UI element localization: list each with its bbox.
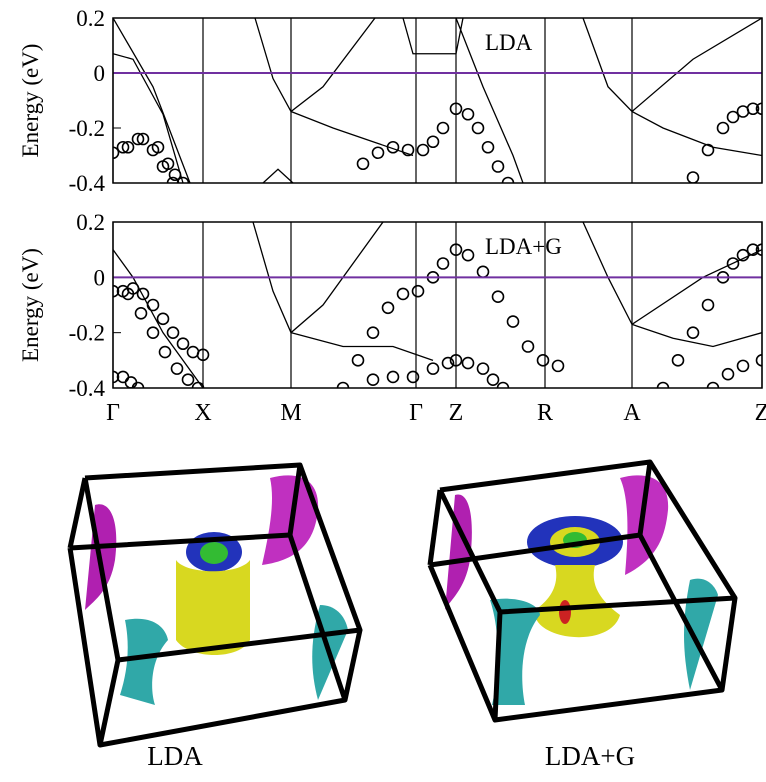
fat-band-point [488, 374, 499, 385]
band-line [403, 18, 463, 54]
fat-band-point [368, 327, 379, 338]
x-tick-label: Z [449, 400, 464, 426]
fat-band-point [438, 258, 449, 269]
plot [108, 18, 766, 189]
fat-band-point [398, 288, 409, 299]
fat-band-point [418, 145, 429, 156]
band-line [255, 18, 375, 112]
fat-band-point [538, 355, 549, 366]
fat-band-point [718, 123, 729, 134]
y-axis-label: Energy (eV) [18, 248, 43, 362]
x-tick-label: Γ [106, 400, 120, 426]
fat-band-point [408, 371, 419, 382]
plot-frame [113, 222, 762, 388]
fat-band-point [523, 341, 534, 352]
band-line [583, 222, 762, 347]
fat-band-point [148, 300, 159, 311]
fat-band-point [368, 374, 379, 385]
fat-band-point [178, 338, 189, 349]
fat-band-point [473, 123, 484, 134]
fat-band-point [493, 291, 504, 302]
fat-band-point [383, 302, 394, 313]
fat-band-point [703, 300, 714, 311]
fat-band-point [160, 347, 171, 358]
fat-band-point [553, 360, 564, 371]
fat-band-point [463, 250, 474, 261]
fat-band-point [358, 158, 369, 169]
y-tick-label: 0 [94, 61, 106, 86]
band-line [632, 18, 762, 112]
y-tick-label: -0.4 [69, 376, 106, 401]
fermi-surface-label: LDA [147, 741, 203, 771]
fat-band-point [388, 371, 399, 382]
y-tick-label: -0.2 [69, 116, 105, 141]
y-tick-label: 0.2 [76, 6, 105, 31]
fat-band-point [438, 123, 449, 134]
x-tick-label: X [194, 400, 211, 426]
fat-band-point [483, 142, 494, 153]
figure: LDA LDA+G 0.2 0 -0.2 -0.4 LDA Energy (eV) Γ X M Γ… [0, 0, 766, 777]
band-line [291, 112, 413, 156]
fat-band-point [673, 355, 684, 366]
fermi-surface-ldag [430, 462, 735, 720]
plot [108, 222, 766, 394]
fat-band-point [728, 112, 739, 123]
panel-label: LDA [485, 30, 533, 55]
fat-band-point [703, 145, 714, 156]
fat-band-point [138, 288, 149, 299]
y-tick-label: 0 [94, 265, 106, 290]
y-axis-label: Energy (eV) [18, 44, 43, 158]
fat-band-point [183, 374, 194, 385]
fat-band-point [493, 161, 504, 172]
fat-band-point [688, 172, 699, 183]
fat-band-point [136, 308, 147, 319]
x-tick-label: Γ [409, 400, 423, 426]
fat-band-point [478, 363, 489, 374]
fat-band-point [126, 377, 137, 388]
fat-band-point [723, 369, 734, 380]
band-line [113, 18, 190, 183]
fat-band-point [688, 327, 699, 338]
x-tick-label: Z [755, 400, 766, 426]
fat-band-point [463, 358, 474, 369]
fat-band-point [353, 355, 364, 366]
fat-band-point [158, 313, 169, 324]
fat-band-point [413, 286, 424, 297]
fat-band-point [373, 147, 384, 158]
fat-band-point [738, 360, 749, 371]
fat-band-point [478, 266, 489, 277]
fat-band-point [463, 109, 474, 120]
y-tick-label: -0.4 [69, 171, 106, 196]
fat-band-point [428, 363, 439, 374]
fat-band-point [168, 327, 179, 338]
fat-band-point [428, 136, 439, 147]
panel-label: LDA+G [485, 234, 562, 259]
fermi-surface-label: LDA+G [545, 741, 635, 771]
fat-band-point [148, 327, 159, 338]
x-tick-label: R [537, 400, 553, 426]
band-line [263, 169, 293, 183]
fermi-surface-lda [70, 465, 360, 745]
fat-band-point [508, 316, 519, 327]
y-tick-label: 0.2 [76, 210, 105, 235]
plot-frame [113, 18, 762, 183]
band-line [583, 18, 762, 156]
x-tick-label: A [623, 400, 641, 426]
x-tick-label: M [280, 400, 301, 426]
y-tick-label: -0.2 [69, 321, 105, 346]
fat-band-point [172, 363, 183, 374]
